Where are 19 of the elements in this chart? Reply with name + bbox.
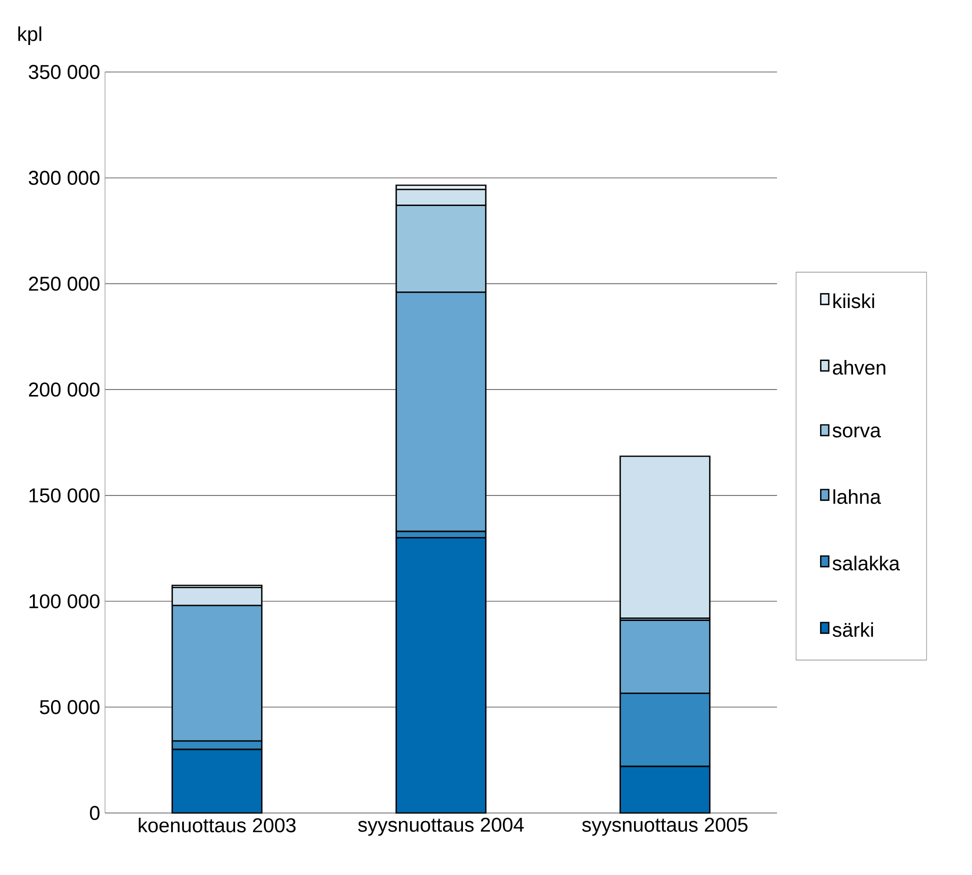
legend-label: särki [832, 622, 873, 637]
y-axis-title: kpl [18, 26, 42, 46]
y-tick-label: 350 000 [28, 64, 100, 80]
x-tick-label: koenuottaus 2003 [138, 818, 296, 832]
legend-label: lahna [833, 489, 882, 504]
legend-label: salakka [832, 556, 900, 570]
x-tick-label: syysnuottaus 2005 [582, 818, 748, 836]
y-tick-label: 0 [90, 806, 100, 820]
y-tick-label: 200 000 [29, 382, 100, 397]
y-tick-label: 100 000 [30, 594, 100, 608]
y-tick-label: 150 000 [30, 488, 100, 502]
bar [620, 456, 710, 619]
legend-label: ahven [832, 360, 886, 375]
legend-label: kiiski [833, 294, 874, 308]
legend-label: sorva [832, 426, 881, 438]
x-tick-label: syysnuottaus 2004 [358, 818, 524, 836]
y-tick-label: 50 000 [40, 700, 100, 714]
y-tick-label: 300 000 [28, 170, 100, 185]
y-tick-label: 250 000 [29, 276, 100, 291]
